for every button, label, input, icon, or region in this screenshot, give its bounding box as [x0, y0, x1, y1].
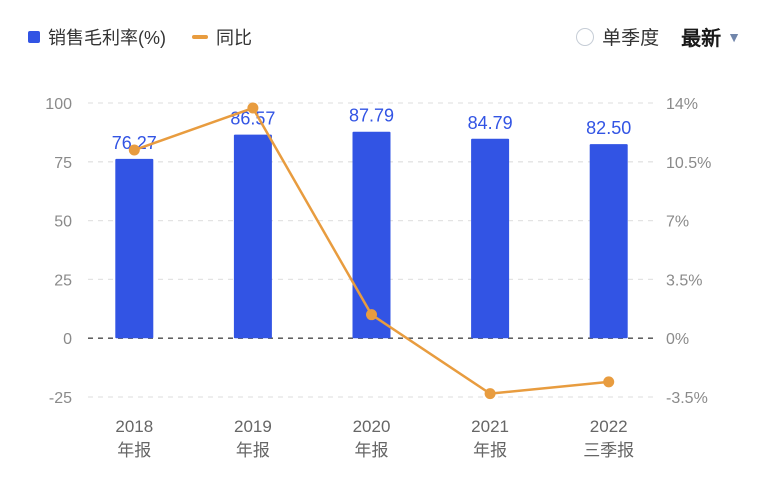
category-label-year: 2019: [234, 417, 272, 436]
bar-value-label: 82.50: [586, 118, 631, 138]
yoy-point-2020[interactable]: [366, 309, 377, 321]
chart-header: 销售毛利率(%) 同比 单季度 最新 ▼: [28, 22, 741, 51]
legend-label-gross-margin: 销售毛利率(%): [48, 27, 166, 48]
left-axis-tick: 25: [54, 272, 72, 289]
right-axis-tick: 3.5%: [666, 272, 702, 289]
bar-value-label: 87.79: [349, 106, 394, 126]
yoy-point-2018[interactable]: [128, 144, 140, 156]
single-quarter-radio[interactable]: 单季度: [576, 23, 659, 50]
chart-controls: 单季度 最新 ▼: [576, 22, 741, 51]
yoy-point-2021[interactable]: [484, 388, 496, 400]
category-label-period: 年报: [473, 441, 507, 460]
left-axis-tick: 0: [63, 331, 72, 348]
right-axis-tick: -3.5%: [666, 390, 708, 407]
category-label-period: 年报: [117, 441, 151, 460]
category-label-year: 2018: [115, 417, 153, 436]
caret-down-icon: ▼: [727, 28, 741, 45]
right-axis-tick: 14%: [666, 96, 698, 113]
left-axis-tick: 100: [45, 96, 72, 113]
bar-2020[interactable]: [352, 131, 391, 339]
legend-item-yoy[interactable]: 同比: [192, 24, 252, 50]
legend-label-yoy: 同比: [216, 27, 252, 48]
category-label-period: 年报: [236, 441, 270, 460]
bar-2022[interactable]: [589, 144, 628, 339]
left-axis-tick: 50: [54, 214, 72, 231]
legend: 销售毛利率(%) 同比: [28, 24, 252, 50]
category-label-period: 三季报: [583, 441, 634, 460]
legend-square-icon: [28, 30, 40, 43]
latest-dropdown-label: 最新: [681, 28, 722, 50]
bar-value-label: 86.57: [230, 109, 275, 129]
single-quarter-label: 单季度: [602, 28, 660, 49]
legend-item-gross-margin[interactable]: 销售毛利率(%): [28, 24, 166, 50]
right-axis-tick: 10.5%: [666, 155, 711, 172]
yoy-point-2019[interactable]: [247, 102, 259, 114]
bar-value-label: 84.79: [468, 113, 513, 133]
latest-dropdown[interactable]: 最新 ▼: [681, 22, 741, 51]
category-label-period: 年报: [355, 441, 389, 460]
category-label-year: 2021: [471, 417, 509, 436]
left-axis-tick: -25: [49, 390, 72, 407]
bar-2019[interactable]: [233, 134, 272, 339]
radio-circle-icon: [576, 27, 595, 46]
chart-canvas: 100 14% 75 10.5% 50 7% 25 3.5% 0 0% -25 -3.5% 76.27 8…: [45, 96, 711, 460]
category-label-year: 2022: [590, 417, 628, 436]
bar-value-label: 76.27: [112, 133, 157, 153]
category-label-year: 2020: [353, 417, 391, 436]
yoy-point-2022[interactable]: [603, 376, 615, 388]
left-axis-tick: 75: [54, 155, 72, 172]
legend-line-icon: [192, 34, 208, 39]
bar-2018[interactable]: [115, 158, 154, 339]
bar-2021[interactable]: [471, 138, 510, 339]
right-axis-tick: 0%: [666, 331, 689, 348]
right-axis-tick: 7%: [666, 214, 689, 231]
